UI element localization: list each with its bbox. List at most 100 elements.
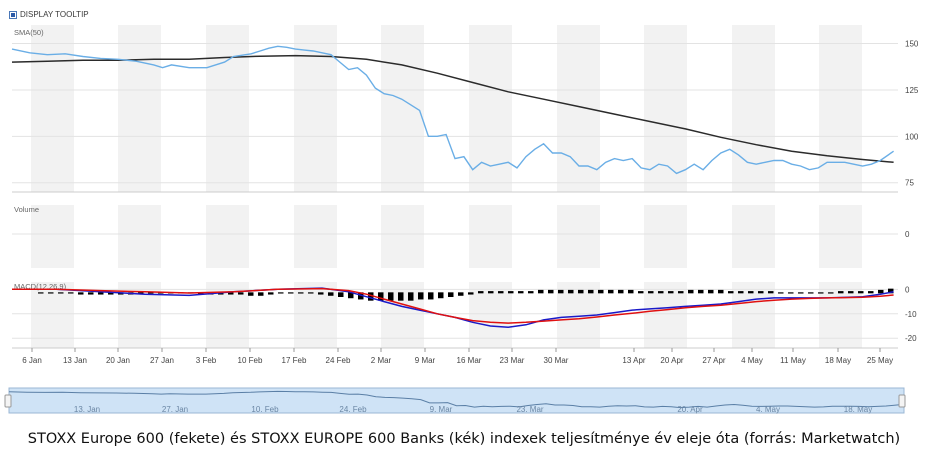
navigator-tick-label: 20. Apr [677,405,703,414]
macd-histogram-bar [618,289,624,294]
macd-histogram-bar [378,292,384,301]
x-tick-label: 24 Feb [326,356,351,365]
y-tick-label: 100 [905,132,919,141]
volume-panel-label: Volume [14,205,39,214]
x-tick-label: 27 Apr [702,356,725,365]
navigator-handle-left[interactable] [4,394,12,408]
macd-histogram-bar [558,289,564,294]
macd-histogram-bar [248,292,254,296]
macd-histogram-bar [638,291,644,294]
macd-histogram-bar [478,291,484,294]
macd-histogram-bar [398,292,404,301]
week-band [732,25,775,192]
week-band [644,205,687,268]
week-band [469,205,512,268]
week-band [31,205,74,268]
macd-histogram-bar [748,291,754,294]
macd-histogram-bar [418,292,424,300]
macd-histogram-bar [888,288,894,294]
x-tick-label: 16 Mar [457,356,482,365]
macd-histogram-bar [768,291,774,294]
week-band [469,25,512,192]
checkbox-icon[interactable] [9,10,17,19]
alternating-bands [31,25,862,348]
macd-histogram-bar [758,291,764,294]
stoxx600-line [11,54,894,164]
macd-histogram-bar [328,292,334,296]
navigator-window [8,387,905,414]
navigator-series-line [8,390,900,409]
macd-histogram-bar [68,292,74,294]
macd-histogram-bar [268,292,274,295]
chart-caption: STOXX Europe 600 (fekete) és STOXX EUROP… [27,431,901,447]
x-tick-label: 25 May [867,356,893,365]
macd-histogram-bar [548,289,554,294]
main-panel-label: SMA(50) [14,28,44,37]
macd-histogram-bar [588,289,594,294]
macd-histogram-bar [448,292,454,297]
navigator: 13. Jan 27. Jan 10. Feb 24. Feb 9. Mar 23. Ma… [4,387,906,414]
week-band [31,25,74,192]
y-tick-label: 0 [905,230,910,239]
macd-histogram-bar [528,291,534,294]
y-tick-label: -10 [905,310,917,319]
banks-line [11,45,895,175]
macd-histogram-bar [678,291,684,294]
macd-histogram-bar [48,292,54,294]
x-tick-label: 18 May [825,356,851,365]
display-tooltip-toggle[interactable]: DISPLAY TOOLTIP [9,10,89,19]
macd-histogram-bar [598,289,604,294]
macd-histogram-bar [228,292,234,295]
x-tick-label: 6 Jan [22,356,42,365]
macd-histogram-bar [368,292,374,301]
week-band [644,25,687,192]
navigator-tick-label: 23. Mar [516,405,543,414]
macd-histogram-bar [738,291,744,294]
macd-histogram-bar [858,291,864,294]
week-band [557,25,600,192]
macd-histogram-bar [808,292,814,294]
x-tick-label: 13 Apr [622,356,645,365]
week-band [294,25,337,192]
x-tick-label: 30 Mar [544,356,569,365]
week-band [381,205,424,268]
navigator-handle-right[interactable] [898,394,906,408]
macd-histogram-bar [778,292,784,294]
macd-histogram-bar [518,291,524,294]
x-tick-label: 17 Feb [282,356,307,365]
macd-histogram-bar [238,292,244,295]
signal-line [12,287,894,324]
macd-histogram-bar [278,292,284,294]
macd-histogram-bar [98,292,104,295]
week-band [819,205,862,268]
macd-histogram-bar [78,292,84,295]
macd-histogram-bar [148,292,154,294]
y-tick-label: 125 [905,86,919,95]
macd-histogram-bar [798,292,804,294]
week-band [732,205,775,268]
macd-histogram-bar [818,292,824,294]
x-tick-label: 11 May [780,356,806,365]
x-tick-label: 10 Feb [238,356,263,365]
macd-histogram-bar [338,292,344,297]
navigator-tick-label: 4. May [756,405,780,414]
macd-histogram-bar [348,292,354,299]
x-tick-label: 23 Mar [500,356,525,365]
macd-histogram-bar [508,291,514,294]
macd-histogram-bar [568,289,574,294]
macd-histogram-bar [438,292,444,299]
macd-histogram-bar [458,292,464,296]
x-tick-label: 9 Mar [415,356,436,365]
macd-histogram-bar [788,292,794,294]
display-tooltip-label: DISPLAY TOOLTIP [20,10,89,19]
week-band [118,25,161,192]
x-tick-label: 27 Jan [150,356,174,365]
macd-histogram-bar [688,289,694,294]
macd-histogram-bar [578,289,584,294]
x-tick-label: 20 Apr [660,356,683,365]
macd-histogram-bar [138,292,144,294]
week-band [294,205,337,268]
macd-histogram-bar [718,289,724,294]
macd-panel-label: MACD(12,26,9) [14,282,67,291]
